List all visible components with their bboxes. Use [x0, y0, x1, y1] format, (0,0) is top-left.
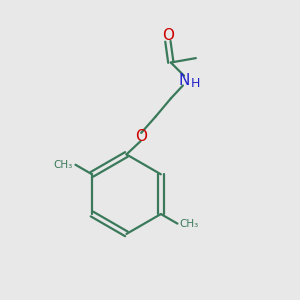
Text: CH₃: CH₃ [180, 219, 199, 229]
Text: N: N [178, 73, 190, 88]
Text: O: O [135, 129, 147, 144]
Text: CH₃: CH₃ [54, 160, 73, 170]
Text: H: H [190, 76, 200, 90]
Text: O: O [162, 28, 174, 43]
